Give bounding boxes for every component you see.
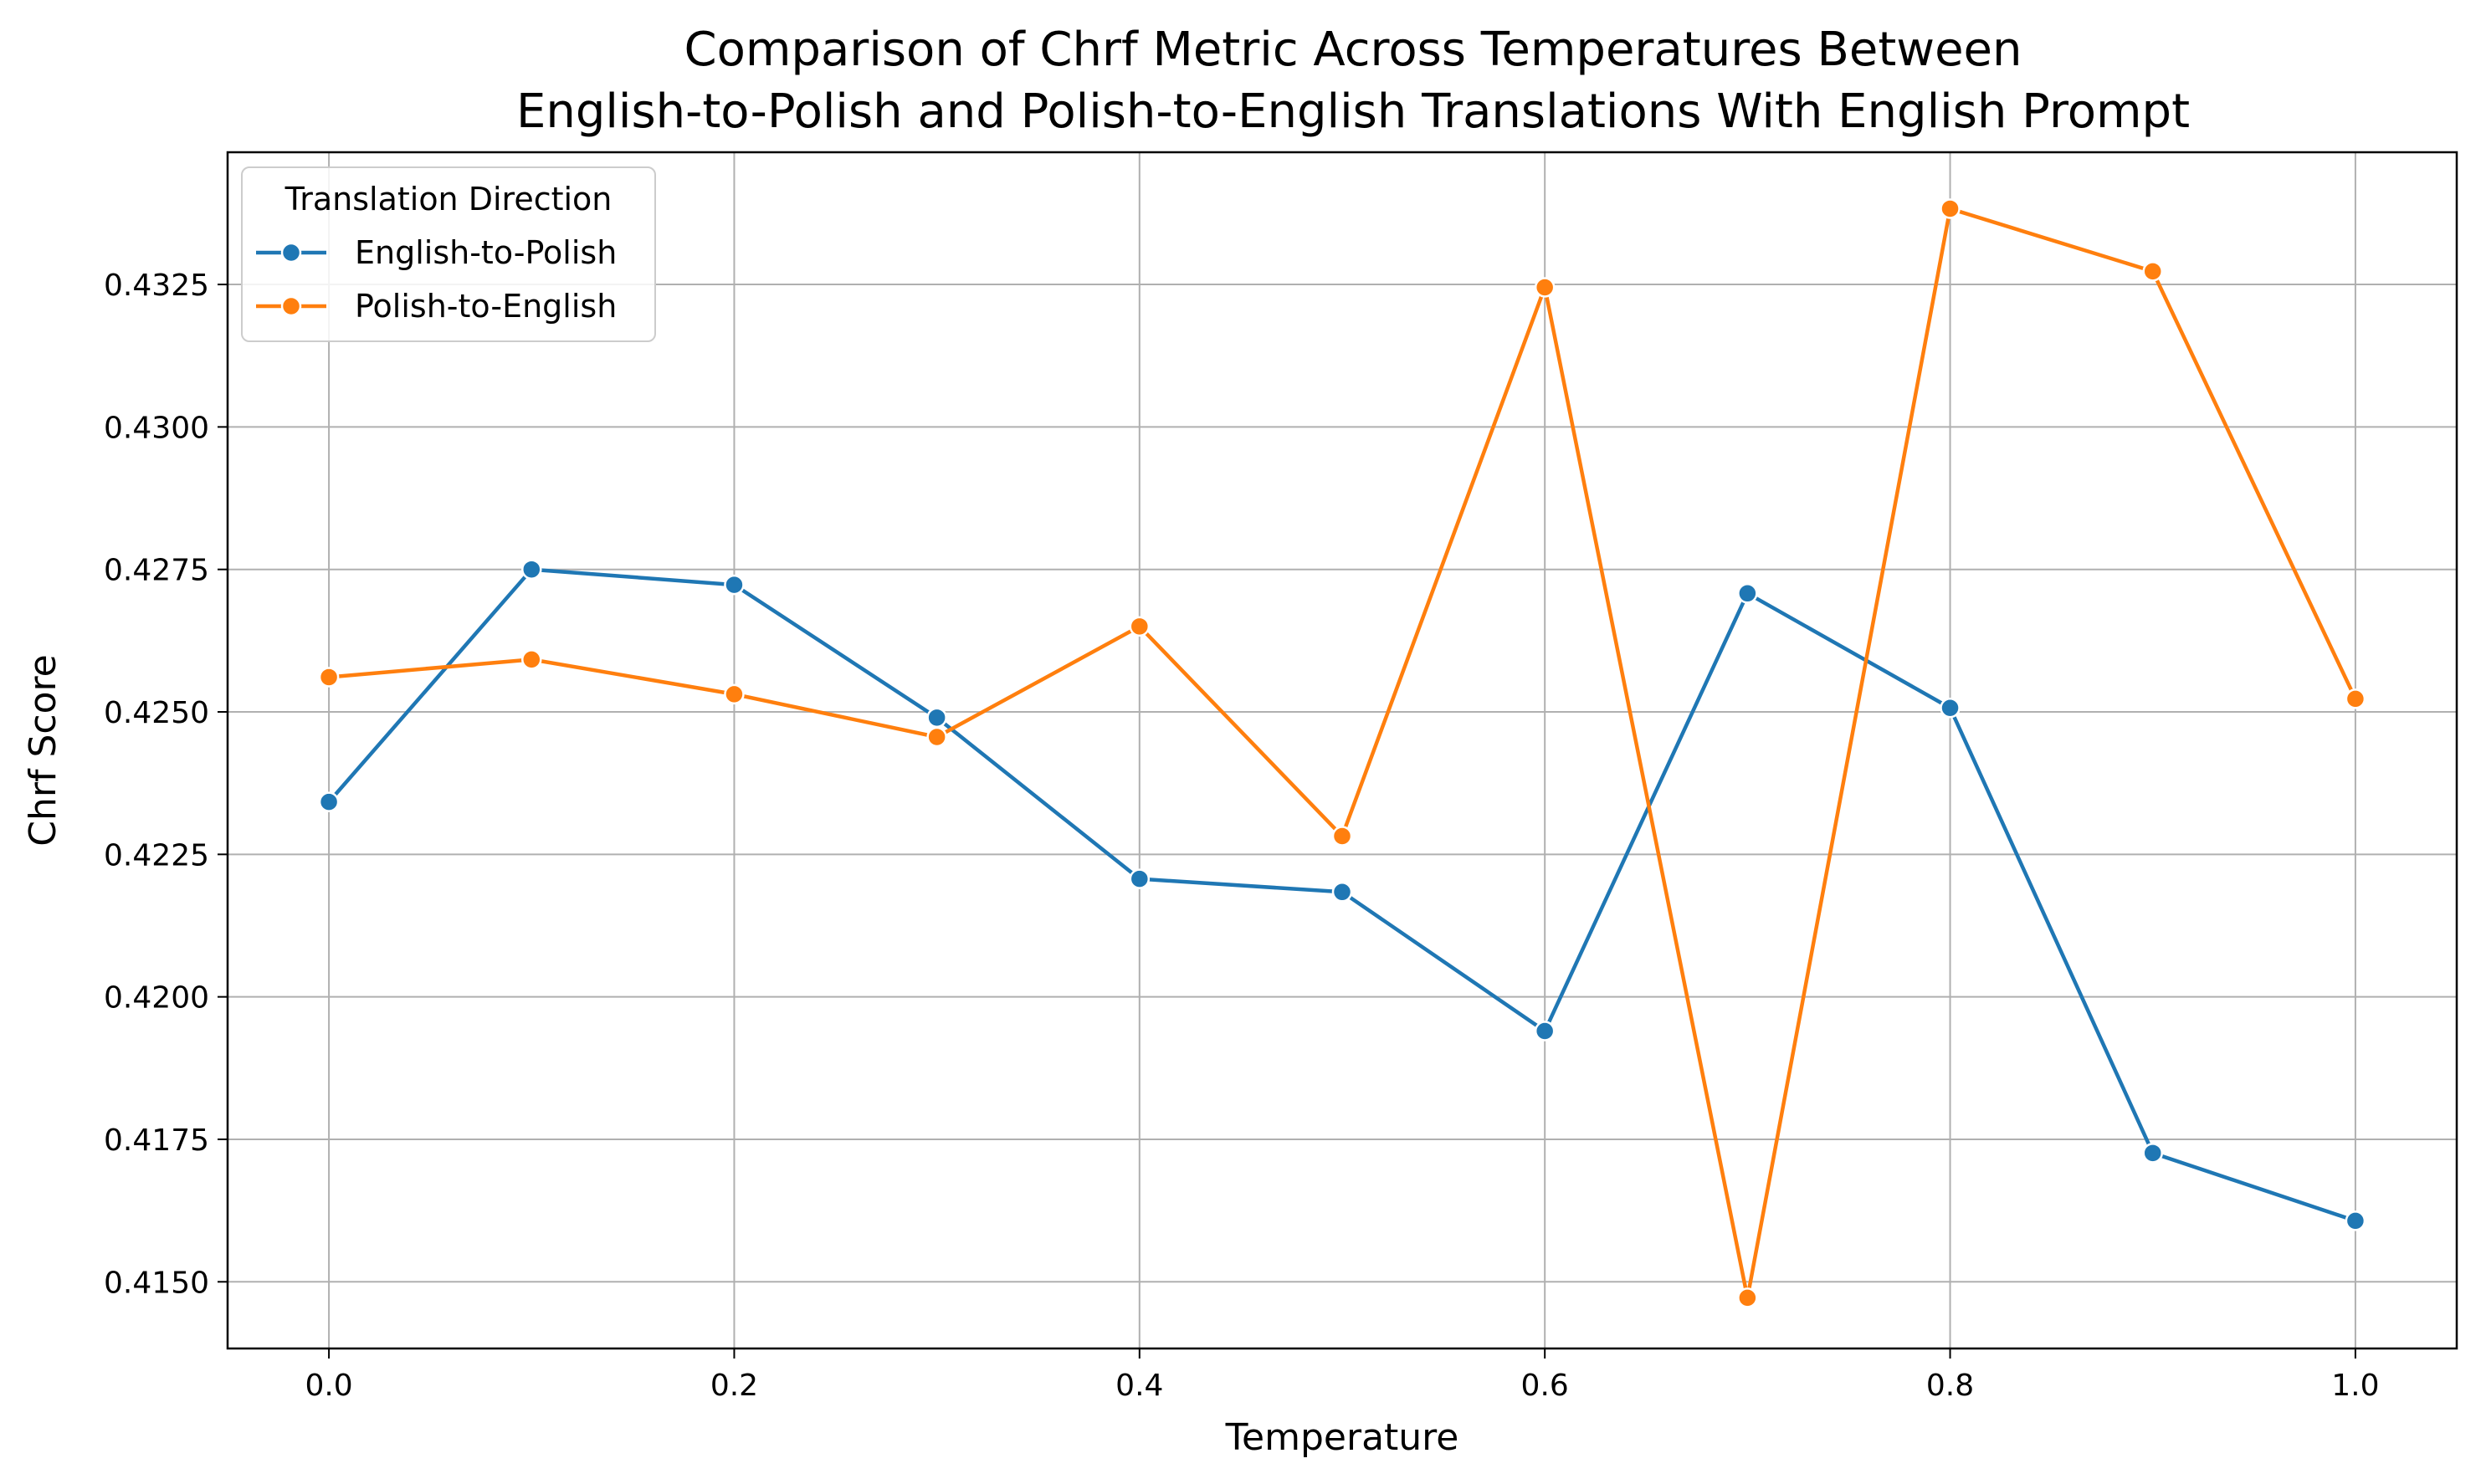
x-tick-label: 0.8	[1926, 1369, 1974, 1403]
legend-label: Polish-to-English	[355, 288, 617, 325]
data-point	[318, 791, 340, 812]
data-point	[521, 649, 542, 670]
chart-title-line-2: English-to-Polish and Polish-to-English …	[516, 84, 2190, 139]
series-polish-to-english	[318, 198, 2366, 1308]
y-tick-label: 0.4150	[104, 1266, 209, 1300]
legend-label: English-to-Polish	[355, 234, 617, 271]
legend-entry: English-to-Polish	[256, 234, 617, 271]
x-tick-label: 0.0	[305, 1369, 352, 1403]
plot-area	[318, 198, 2366, 1308]
legend-box	[241, 166, 656, 342]
y-axis-label: Chrf Score	[22, 654, 64, 846]
y-tick-label: 0.4225	[104, 838, 209, 872]
data-point	[724, 683, 745, 705]
data-point	[1534, 1021, 1556, 1041]
legend-title: Translation Direction	[284, 181, 613, 217]
data-point	[1737, 583, 1758, 604]
series-english-to-polish	[318, 559, 2366, 1231]
y-tick-label: 0.4275	[104, 554, 209, 588]
y-tick-label: 0.4175	[104, 1123, 209, 1158]
data-point	[724, 574, 745, 596]
data-point	[1129, 868, 1151, 889]
chart-title-line-1: Comparison of Chrf Metric Across Tempera…	[684, 23, 2022, 77]
plot-frame	[226, 151, 2458, 1350]
data-point	[318, 667, 340, 688]
data-point	[1737, 1287, 1758, 1308]
data-point	[2345, 688, 2366, 709]
grid	[228, 152, 2457, 1348]
data-point	[926, 726, 947, 748]
data-point	[1534, 277, 1556, 298]
data-point	[521, 559, 542, 580]
data-point	[1129, 616, 1151, 637]
data-point	[926, 707, 947, 729]
y-tick-label: 0.4200	[104, 981, 209, 1016]
data-point	[2142, 261, 2163, 282]
legend-entry: Polish-to-English	[256, 288, 617, 325]
data-point	[1940, 198, 1961, 219]
x-tick-label: 0.6	[1521, 1369, 1569, 1403]
legend-marker	[280, 242, 302, 264]
legend: Translation Direction English-to-Polish P…	[241, 166, 656, 342]
legend-entries: English-to-Polish Polish-to-English	[256, 234, 617, 325]
data-point	[2142, 1143, 2163, 1164]
x-tick-label: 0.2	[710, 1369, 758, 1403]
data-point	[1940, 697, 1961, 719]
y-tick-label: 0.4300	[104, 411, 209, 445]
y-tick-label: 0.4325	[104, 269, 209, 303]
x-tick-label: 1.0	[2331, 1369, 2379, 1403]
y-tick-label: 0.4250	[104, 696, 209, 730]
data-point	[1331, 826, 1353, 847]
data-point	[2345, 1210, 2366, 1231]
x-tick-label: 0.4	[1115, 1369, 1163, 1403]
data-point	[1331, 882, 1353, 903]
legend-marker	[280, 295, 302, 317]
axis-ticks: 0.0 0.2 0.4 0.6 0.8 1.0 0.4150 0.4175 0.4200 0.42…	[104, 269, 2380, 1403]
x-axis-label: Temperature	[1225, 1416, 1459, 1459]
